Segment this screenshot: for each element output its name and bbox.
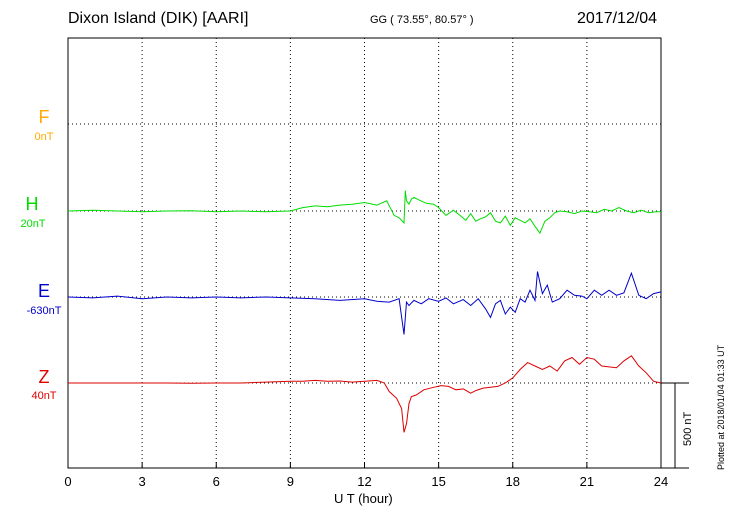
date-label: 2017/12/04	[577, 10, 658, 27]
scale-bar	[661, 382, 689, 469]
plotted-timestamp: Plotted at 2018/01/04 01:33 UT	[716, 344, 726, 470]
series-baseline-f: 0nT	[34, 131, 54, 143]
x-tick-label: 0	[64, 474, 72, 489]
x-tick-label: 3	[138, 474, 146, 489]
series-lines	[67, 190, 662, 433]
series-label-f: F	[38, 107, 50, 127]
coordinates-label: GG ( 73.55°, 80.57° )	[370, 14, 474, 26]
x-axis-ticks	[67, 462, 662, 468]
series-baseline-e: -630nT	[26, 305, 62, 317]
series-line-z	[68, 355, 662, 433]
x-tick-label: 15	[431, 474, 446, 489]
x-tick-label: 18	[505, 474, 520, 489]
series-label-e: E	[37, 281, 50, 301]
grid-lines	[68, 38, 661, 468]
series-label-z: Z	[38, 367, 50, 387]
series-line-e	[67, 271, 662, 335]
series-line-h	[67, 190, 661, 235]
x-axis-label-text: U T (hour)	[334, 491, 393, 506]
series-baseline-z: 40nT	[31, 390, 57, 402]
x-tick-label: 6	[212, 474, 220, 489]
station-title: Dixon Island (DIK) [AARI]	[68, 10, 249, 27]
x-tick-label: 9	[286, 474, 294, 489]
series-baseline-h: 20nT	[20, 218, 46, 230]
x-tick-label: 24	[653, 474, 669, 489]
x-tick-label: 12	[357, 474, 372, 489]
series-label-h: H	[25, 194, 39, 214]
scale-bar-label: 500 nT	[682, 411, 694, 446]
x-tick-label: 21	[579, 474, 595, 489]
